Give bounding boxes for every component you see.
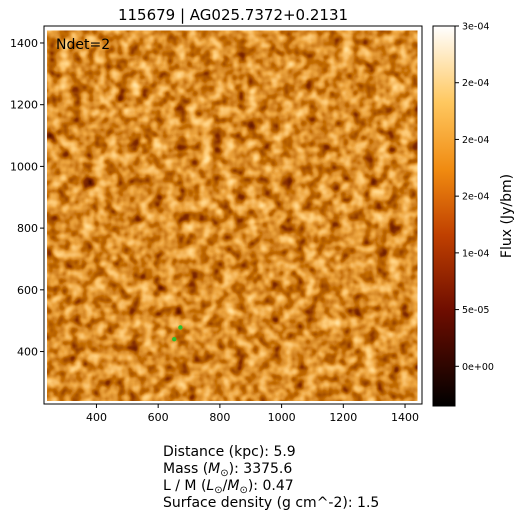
x-axis: 400 600 800 1000 1200 1400 (86, 404, 419, 424)
lm-label-post: ): (247, 478, 259, 494)
colorbar-tick-label: 1e-04 (462, 248, 489, 259)
colorbar-label: Flux (Jy/bm) (499, 174, 515, 258)
colorbar-tick-label: 2e-04 (462, 192, 489, 203)
colorbar-gradient (432, 25, 456, 407)
lm-label-l: L (206, 478, 215, 494)
distance-line: Distance (kpc): 5.9 (163, 444, 296, 461)
plot-area: Ndet=2 400 600 800 1000 1200 1400 400 600 800 10… (10, 25, 423, 424)
y-tick-label: 1200 (10, 99, 38, 112)
detection-markers (172, 325, 183, 342)
mass-label-sub: ⊙ (220, 468, 229, 479)
colorbar-ticks: 0e+00 5e-05 1e-04 2e-04 2e-04 2e-04 3e-04 (455, 22, 494, 373)
colorbar-tick-label: 5e-05 (462, 305, 489, 316)
x-tick-label: 1400 (391, 411, 419, 424)
surface-density-line: Surface density (g cm^-2): 1.5 (163, 495, 379, 512)
distance-value: 5.9 (273, 444, 296, 460)
x-tick-label: 1000 (268, 411, 296, 424)
x-tick-label: 600 (148, 411, 169, 424)
plot-frame (43, 25, 423, 405)
colorbar-tick-label: 3e-04 (462, 22, 489, 33)
detection-marker (178, 325, 183, 330)
mass-line: Mass (M⊙): 3375.6 (163, 461, 292, 482)
y-tick-label: 800 (17, 222, 38, 235)
y-tick-label: 400 (17, 346, 38, 359)
detection-marker (172, 337, 177, 342)
colorbar: 0e+00 5e-05 1e-04 2e-04 2e-04 2e-04 3e-04 Flux… (432, 22, 515, 407)
x-tick-label: 400 (86, 411, 107, 424)
y-tick-label: 600 (17, 284, 38, 297)
colorbar-tick-label: 2e-04 (462, 135, 489, 146)
surface-density-value: 1.5 (357, 495, 380, 511)
lm-value: 0.47 (262, 478, 294, 494)
lm-label-pre: L / M ( (163, 478, 207, 494)
emission-map (47, 30, 418, 401)
distance-label: Distance (kpc): (163, 444, 269, 460)
figure-title: 115679 | AG025.7372+0.2131 (118, 6, 348, 24)
lm-line: L / M (L⊙/M⊙): 0.47 (163, 478, 294, 499)
lm-label-sub1: ⊙ (214, 485, 223, 496)
x-tick-label: 800 (209, 411, 230, 424)
mass-label-post: ): (228, 461, 239, 477)
mass-label-pre: Mass ( (163, 461, 209, 477)
mass-value: 3375.6 (243, 461, 293, 477)
y-tick-label: 1000 (10, 160, 38, 173)
y-axis: 400 600 800 1000 1200 1400 (10, 37, 44, 359)
colorbar-tick-label: 2e-04 (462, 78, 489, 89)
lm-label-mid: / (222, 478, 228, 494)
lm-label-sub2: ⊙ (239, 485, 248, 496)
x-tick-label: 1200 (329, 411, 357, 424)
lm-label-m: M (227, 478, 240, 494)
ndet-label: Ndet=2 (56, 37, 110, 53)
surface-density-label: Surface density (g cm^-2): (163, 495, 353, 511)
colorbar-tick-label: 0e+00 (462, 362, 494, 373)
y-tick-label: 1400 (10, 37, 38, 50)
mass-label-m: M (208, 461, 221, 477)
